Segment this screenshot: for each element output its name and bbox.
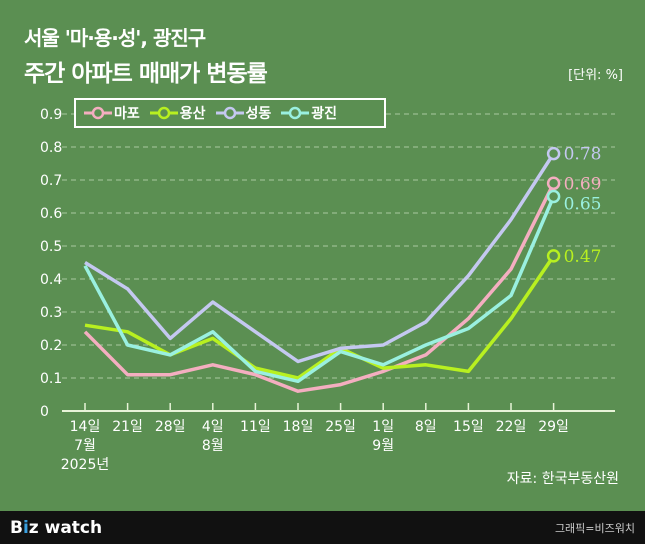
y-tick-label: 0.7 xyxy=(40,173,62,189)
y-tick-label: 0 xyxy=(40,404,49,420)
month-label: 7월 xyxy=(74,438,96,454)
legend-item: 광진 xyxy=(281,103,337,123)
month-label: 9월 xyxy=(372,438,394,454)
title-line1: 서울 '마·용·성', 광진구 xyxy=(24,26,206,50)
x-tick-label: 11일 xyxy=(240,419,271,435)
legend-item: 마포 xyxy=(84,103,140,123)
x-tick-label: 1일 xyxy=(372,419,394,435)
source: 자료: 한국부동산원 xyxy=(506,471,619,487)
chart-title: 주간 아파트 매매가 변동률 xyxy=(24,61,268,87)
year-label: 2025년 xyxy=(61,457,110,473)
end-point-marker xyxy=(546,189,561,204)
y-tick-label: 0.3 xyxy=(40,305,62,321)
y-tick-label: 0.6 xyxy=(40,206,62,222)
end-data-label: 0.69 xyxy=(564,174,602,194)
y-tick-label: 0.9 xyxy=(40,107,62,123)
legend-label: 용산 xyxy=(179,106,206,122)
x-tick-label: 28일 xyxy=(155,419,186,435)
x-tick-label: 14일 xyxy=(70,419,101,435)
unit-label: [단위: %] xyxy=(568,68,623,83)
y-tick-label: 0.2 xyxy=(40,338,62,354)
legend-label: 성동 xyxy=(245,106,272,122)
x-tick-label: 8일 xyxy=(415,419,437,435)
series-line-광진 xyxy=(83,195,556,384)
end-point-marker xyxy=(546,146,561,161)
legend-item: 성동 xyxy=(215,103,272,123)
y-tick-label: 0.1 xyxy=(40,371,62,387)
legend-marker-icon xyxy=(84,106,112,120)
legend-marker-icon xyxy=(149,106,178,120)
end-data-label: 0.78 xyxy=(564,145,602,165)
x-tick-label: 29일 xyxy=(538,419,569,435)
series-line-용산 xyxy=(84,254,556,380)
series-line-성동 xyxy=(84,152,556,364)
legend-item: 용산 xyxy=(149,103,206,123)
legend-label: 광진 xyxy=(311,106,338,122)
end-point-marker xyxy=(546,249,561,263)
x-tick-label: 18일 xyxy=(283,419,314,435)
y-tick-label: 0.5 xyxy=(40,239,62,255)
end-data-label: 0.65 xyxy=(564,194,602,214)
line-chart: 0 0.1 0.2 0.3 0.4 0.5 0.6 0.7 0.8 0.9 14일 7월 21일 28일 4… xyxy=(40,107,615,473)
legend-marker-icon xyxy=(215,106,244,120)
end-point-marker xyxy=(546,176,561,191)
footer: Biz watch 그래픽=비즈워치 xyxy=(0,511,645,544)
x-tick-label: 4일 xyxy=(202,419,224,435)
month-label: 8월 xyxy=(202,438,224,454)
x-tick-label: 21일 xyxy=(112,419,143,435)
end-data-label: 0.47 xyxy=(564,247,602,267)
legend-label: 마포 xyxy=(114,106,140,122)
legend-marker-icon xyxy=(281,106,310,120)
x-tick-label: 15일 xyxy=(453,419,484,435)
bizwatch-logo: Biz watch xyxy=(10,517,103,538)
y-tick-label: 0.4 xyxy=(40,272,62,288)
y-tick-label: 0.8 xyxy=(40,140,62,156)
credit: 그래픽=비즈워치 xyxy=(554,521,635,535)
x-tick-label: 25일 xyxy=(325,419,356,435)
legend: 마포 용산 성동 광진 xyxy=(74,98,386,128)
series-line-마포 xyxy=(83,182,556,393)
x-tick-label: 22일 xyxy=(496,419,527,435)
